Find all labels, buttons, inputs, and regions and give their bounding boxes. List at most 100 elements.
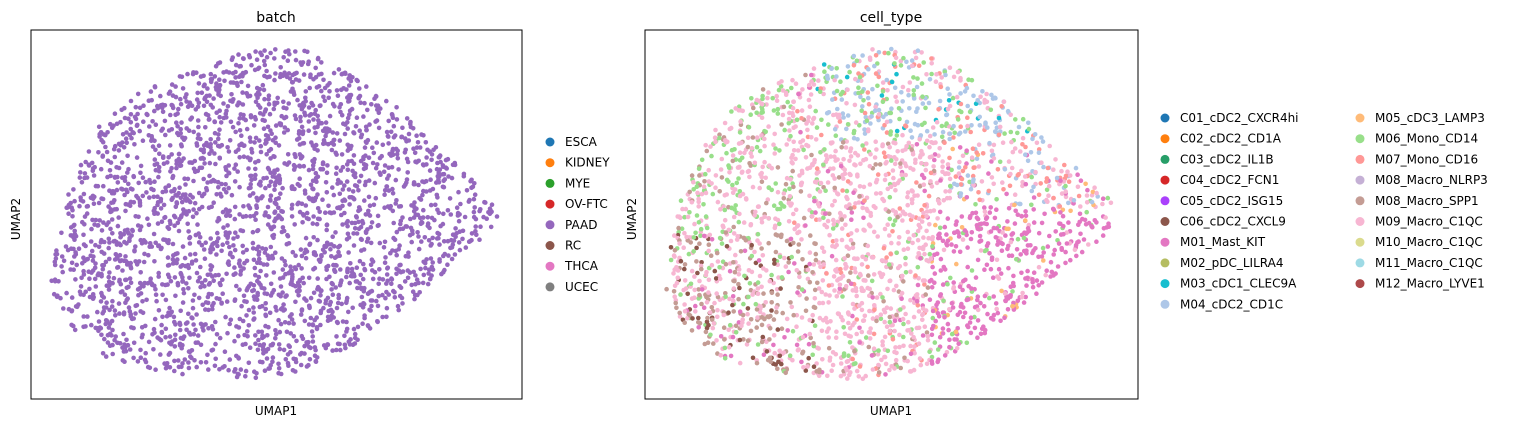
data-point [237, 116, 242, 121]
data-point [739, 140, 744, 146]
data-point [209, 148, 214, 153]
data-point [381, 245, 387, 250]
data-point [153, 147, 158, 153]
data-point [945, 216, 951, 221]
data-point [747, 174, 752, 180]
data-point [694, 184, 700, 190]
data-point [938, 84, 944, 90]
data-point [145, 216, 150, 221]
data-point [317, 216, 322, 222]
data-point [253, 166, 258, 172]
data-point [934, 72, 939, 77]
data-point [220, 242, 225, 247]
data-point [259, 195, 264, 200]
data-point [161, 237, 166, 242]
data-point [952, 337, 957, 342]
data-point [388, 250, 393, 256]
data-point [177, 74, 183, 79]
data-point [302, 318, 308, 324]
data-point [236, 325, 242, 330]
data-point [848, 154, 854, 159]
data-point [900, 273, 905, 279]
data-point [926, 235, 931, 241]
data-point [158, 206, 164, 211]
data-point [434, 166, 440, 172]
data-point [198, 264, 203, 270]
data-point [858, 94, 863, 100]
data-point [169, 82, 175, 87]
data-point [138, 309, 143, 314]
data-point [745, 135, 751, 141]
data-point [253, 333, 258, 338]
data-point [313, 142, 319, 148]
data-point [736, 267, 742, 272]
data-point [265, 204, 271, 210]
data-point [396, 307, 402, 313]
data-point [281, 55, 287, 60]
data-point [917, 184, 923, 189]
data-point [841, 176, 846, 181]
data-point [854, 228, 860, 233]
data-point [193, 258, 199, 263]
data-point [699, 260, 704, 265]
data-point [377, 240, 383, 246]
data-point [275, 167, 280, 172]
scatter-points [49, 47, 500, 381]
data-point [68, 246, 74, 251]
data-point [213, 140, 218, 145]
data-point [1010, 280, 1016, 286]
y-axis-label: UMAP2 [9, 198, 23, 240]
data-point [420, 280, 426, 286]
data-point [1024, 248, 1029, 253]
data-point [803, 308, 809, 314]
data-point [908, 297, 913, 303]
data-point [759, 110, 764, 115]
data-point [759, 115, 765, 120]
data-point [1006, 206, 1012, 211]
data-point [382, 192, 387, 197]
data-point [895, 214, 900, 220]
data-point [715, 199, 721, 205]
data-point [81, 272, 87, 277]
data-point [853, 76, 858, 82]
data-point [61, 258, 67, 264]
data-point [171, 253, 176, 258]
data-point [752, 213, 757, 218]
data-point [331, 142, 337, 147]
data-point [362, 198, 367, 203]
data-point [152, 259, 157, 264]
data-point [494, 214, 500, 219]
data-point [391, 135, 397, 140]
data-point [975, 294, 981, 300]
data-point [792, 220, 797, 225]
data-point [478, 224, 483, 229]
data-point [215, 219, 220, 224]
data-point [891, 222, 896, 228]
data-point [203, 112, 209, 117]
data-point [181, 287, 186, 292]
data-point [927, 133, 933, 139]
data-point [918, 133, 924, 138]
data-point [366, 194, 372, 200]
data-point [211, 278, 216, 284]
data-point [96, 200, 102, 206]
data-point [322, 139, 327, 145]
data-point [764, 200, 769, 206]
data-point [173, 332, 178, 338]
data-point [308, 74, 313, 80]
data-point [860, 376, 866, 382]
data-point [889, 79, 895, 85]
data-point [155, 194, 160, 199]
data-point [977, 123, 983, 128]
data-point [115, 340, 120, 346]
data-point [93, 284, 99, 289]
data-point [189, 115, 195, 120]
data-point [375, 223, 381, 229]
data-point [703, 171, 708, 177]
data-point [836, 175, 842, 180]
data-point [692, 274, 697, 279]
data-point [787, 353, 793, 359]
data-point [409, 239, 415, 245]
data-point [415, 212, 421, 218]
data-point [860, 89, 865, 94]
